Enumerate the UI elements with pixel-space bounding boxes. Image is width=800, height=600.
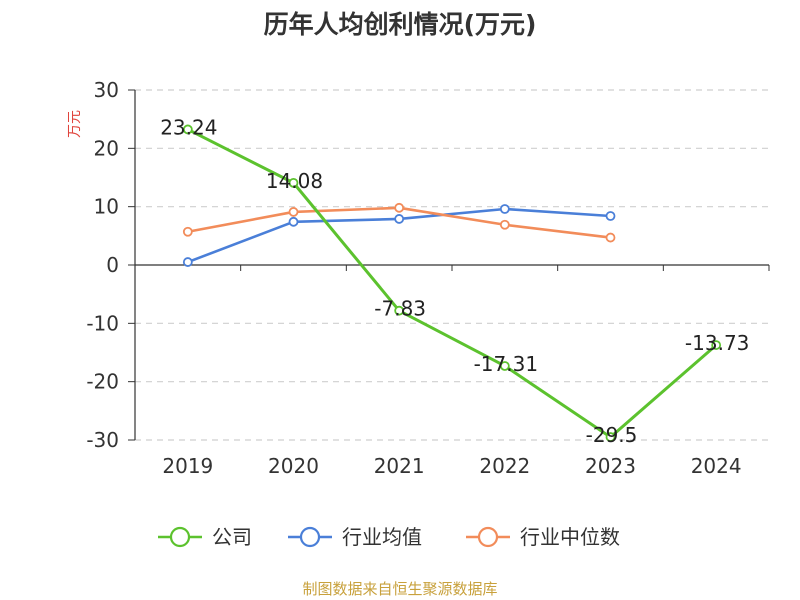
- series-行业中位数: [182, 202, 616, 243]
- x-tick-label: 2020: [268, 454, 319, 478]
- legend-swatch-marker: [477, 526, 499, 548]
- data-point: [499, 204, 510, 214]
- data-point: [605, 432, 616, 442]
- chart-title: 历年人均创利情况(万元): [264, 10, 537, 39]
- data-point: [499, 219, 510, 230]
- data-point: [182, 257, 193, 267]
- series-公司: [182, 124, 722, 442]
- legend-swatch-marker: [299, 526, 321, 548]
- y-tick-label: 20: [94, 136, 119, 160]
- y-tick-label: -10: [86, 311, 119, 335]
- data-point: [394, 305, 405, 316]
- x-tick-label: 2023: [585, 454, 636, 478]
- gridlines: [135, 89, 769, 441]
- legend-item-行业均值[interactable]: 行业均值: [288, 525, 422, 549]
- data-point: [288, 207, 299, 217]
- y-axis-label: 万元: [67, 110, 83, 138]
- data-point: [711, 340, 722, 350]
- data-label: -13.73: [685, 331, 749, 355]
- y-tick-label: -20: [86, 370, 119, 394]
- data-label: 14.08: [266, 169, 323, 193]
- data-label: -29.5: [586, 423, 638, 447]
- legend-item-行业中位数[interactable]: 行业中位数: [466, 525, 620, 549]
- source-note: 制图数据来自恒生聚源数据库: [302, 580, 497, 598]
- data-point: [394, 202, 405, 213]
- legend[interactable]: 公司 行业均值 行业中位数: [158, 525, 620, 549]
- data-point: [182, 226, 193, 237]
- legend-swatch-marker: [169, 526, 191, 548]
- axes: 30 20 10 0 -10 -20 -30 2019 2020 2021 2022 2023 2024: [86, 78, 770, 478]
- data-label: 23.24: [160, 115, 217, 139]
- data-point: [288, 216, 299, 227]
- data-point: [182, 124, 193, 135]
- series-行业均值: [182, 204, 616, 267]
- x-tick-label: 2021: [374, 454, 425, 478]
- legend-label: 行业均值: [342, 525, 422, 549]
- y-tick-label: 10: [94, 195, 119, 219]
- legend-item-公司[interactable]: 公司: [158, 525, 252, 549]
- x-tick-label: 2022: [479, 454, 530, 478]
- y-tick-label: -30: [86, 428, 119, 452]
- data-label: -7.83: [374, 297, 426, 321]
- y-tick-label: 0: [106, 253, 119, 277]
- data-point: [499, 361, 510, 371]
- series-group: 23.24 14.08 -7.83 -17.31 -29.5 -13.73: [160, 115, 749, 447]
- data-point: [605, 211, 616, 221]
- data-point: [288, 177, 299, 188]
- data-label: -17.31: [474, 352, 538, 376]
- y-tick-label: 30: [94, 78, 119, 102]
- x-tick-label: 2024: [691, 454, 742, 478]
- x-tick-label: 2019: [162, 454, 213, 478]
- series-line: [187, 128, 718, 439]
- data-point: [605, 232, 616, 243]
- legend-label: 公司: [212, 525, 252, 549]
- legend-label: 行业中位数: [520, 525, 620, 549]
- data-point: [394, 214, 405, 224]
